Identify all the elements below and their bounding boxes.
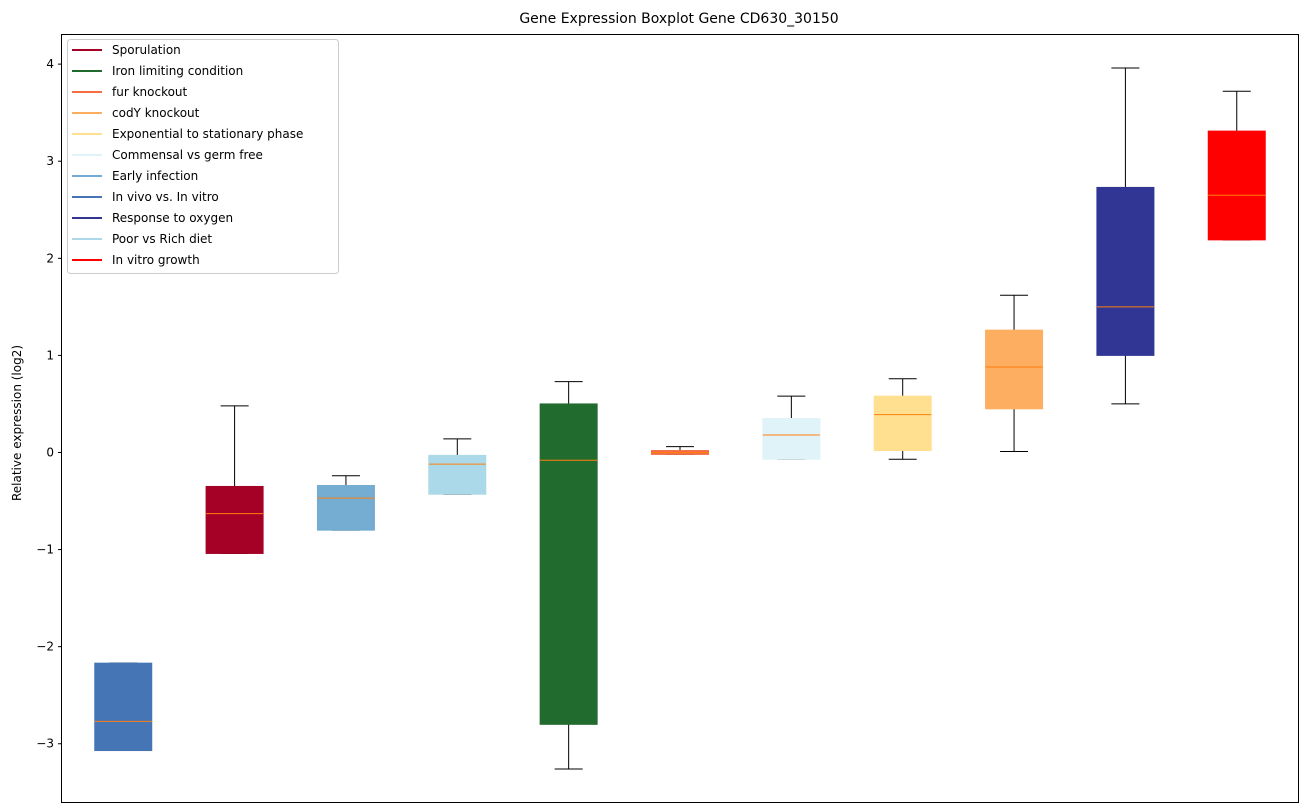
legend-label: Exponential to stationary phase [112,127,303,141]
box-1 [94,662,153,752]
legend-label: In vitro growth [112,253,200,267]
box-body [316,484,375,531]
y-tick-label: −2 [36,640,54,654]
box-10 [1096,67,1155,405]
box-2 [205,405,264,554]
y-axis-label: Relative expression (log2) [10,345,24,501]
box-body [1096,186,1155,356]
box-11 [1207,90,1266,241]
legend-frame [67,39,339,274]
legend: Sporulation Iron limiting condition fur kn… [67,39,339,274]
box-body [985,329,1044,410]
plot-area-frame [61,34,1299,803]
box-4 [428,438,487,495]
y-axis-ticks: −3 −2 −1 0 1 2 3 4 [36,57,62,751]
box-body [205,485,264,554]
box-3 [316,475,375,531]
y-tick-label: 1 [46,348,54,362]
y-tick-label: −3 [36,737,54,751]
y-tick-label: 3 [46,154,54,168]
legend-label: codY knockout [112,106,200,120]
box-9 [985,294,1044,453]
box-8 [873,378,932,460]
boxes [94,67,1266,770]
legend-label: Commensal vs germ free [112,148,263,162]
box-7 [762,395,821,460]
box-6 [651,446,709,455]
box-body [428,454,487,495]
legend-label: Sporulation [112,43,181,57]
box-body [762,418,821,460]
box-5 [539,381,598,770]
box-body [1207,130,1266,241]
legend-label: Iron limiting condition [112,64,243,78]
y-tick-label: −1 [36,543,54,557]
legend-label: Early infection [112,169,198,183]
legend-label: Poor vs Rich diet [112,232,212,246]
chart-title: Gene Expression Boxplot Gene CD630_30150 [519,11,838,27]
box-body [873,395,932,452]
box-body [94,662,153,752]
y-tick-label: 4 [46,57,54,71]
y-tick-label: 2 [46,251,54,265]
legend-label: In vivo vs. In vitro [112,190,219,204]
y-tick-label: 0 [46,445,54,459]
legend-label: Response to oxygen [112,211,233,225]
legend-label: fur knockout [112,85,188,99]
box-body [539,403,598,725]
